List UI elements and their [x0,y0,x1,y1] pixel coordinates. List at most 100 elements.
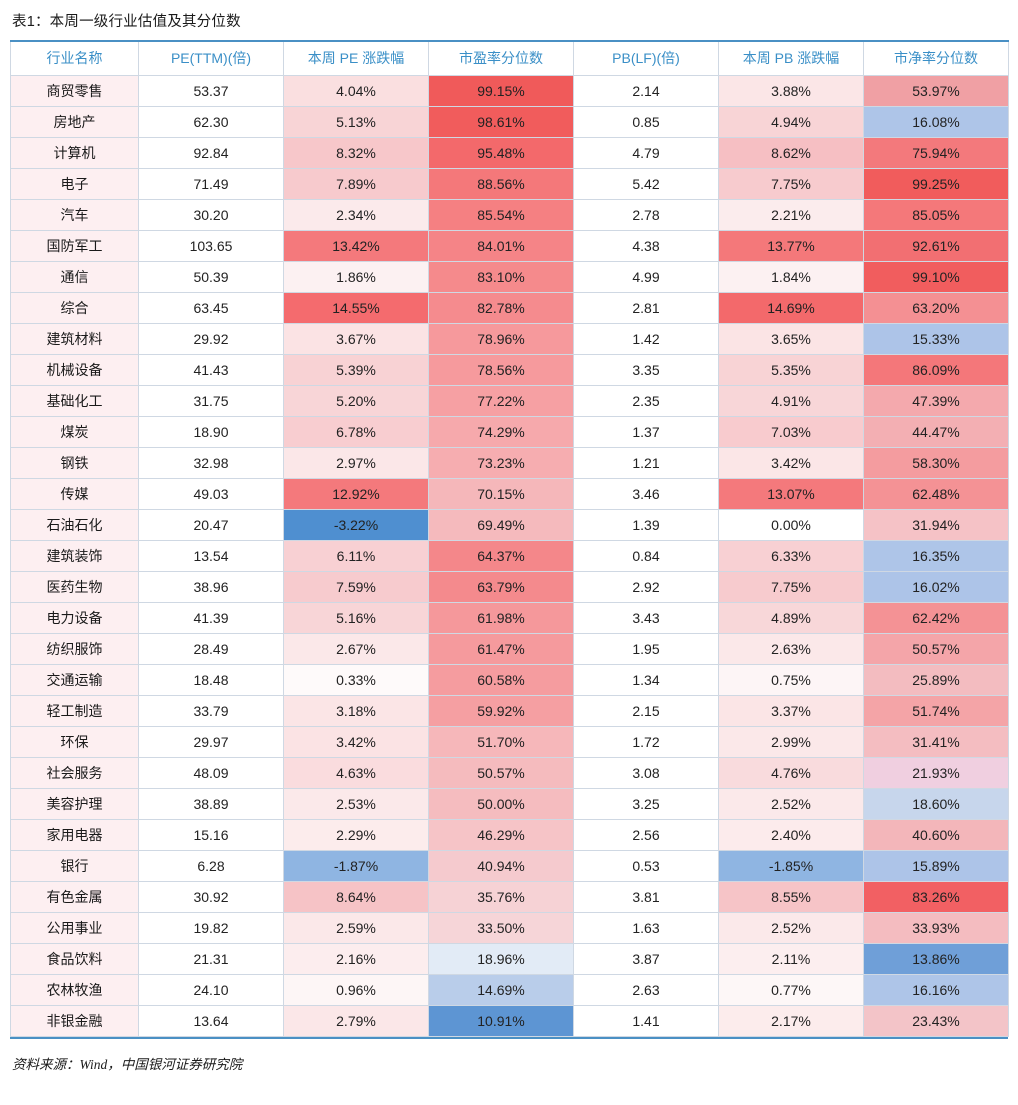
cell-pe-percentile: 99.15% [428,74,574,107]
cell-industry-name: 机械设备 [10,353,139,386]
cell-pb: 1.72 [573,725,719,758]
cell-pe-change: -1.87% [283,849,429,882]
cell-pe-percentile: 73.23% [428,446,574,479]
table-row: 钢铁 32.98 2.97% 73.23% 1.21 3.42% 58.30% [10,446,1009,479]
cell-pb-percentile: 15.33% [863,322,1009,355]
cell-pb: 2.63 [573,973,719,1006]
cell-pb: 2.15 [573,694,719,727]
cell-industry-name: 社会服务 [10,756,139,789]
cell-pb: 0.53 [573,849,719,882]
cell-pe-change: 5.20% [283,384,429,417]
cell-pb-change: 2.11% [718,942,864,975]
cell-industry-name: 环保 [10,725,139,758]
cell-industry-name: 食品饮料 [10,942,139,975]
cell-pe: 18.90 [138,415,284,448]
cell-pe-change: 5.13% [283,105,429,138]
cell-pb: 1.39 [573,508,719,541]
cell-pb: 1.95 [573,632,719,665]
cell-pb-percentile: 31.41% [863,725,1009,758]
cell-pb-change: 4.91% [718,384,864,417]
cell-pe: 21.31 [138,942,284,975]
cell-pb: 3.87 [573,942,719,975]
cell-pe: 18.48 [138,663,284,696]
table-row: 煤炭 18.90 6.78% 74.29% 1.37 7.03% 44.47% [10,415,1009,448]
cell-industry-name: 石油石化 [10,508,139,541]
cell-pe-percentile: 50.00% [428,787,574,820]
cell-pe-change: 3.18% [283,694,429,727]
table-row: 通信 50.39 1.86% 83.10% 4.99 1.84% 99.10% [10,260,1009,293]
cell-industry-name: 纺织服饰 [10,632,139,665]
cell-pe-percentile: 18.96% [428,942,574,975]
cell-pb-percentile: 99.10% [863,260,1009,293]
cell-pe-change: 2.97% [283,446,429,479]
cell-pb-percentile: 85.05% [863,198,1009,231]
cell-pe-percentile: 98.61% [428,105,574,138]
cell-pb-percentile: 16.16% [863,973,1009,1006]
cell-pe-change: 3.42% [283,725,429,758]
column-header-pb-percentile: 市净率分位数 [863,40,1009,76]
cell-pe-percentile: 88.56% [428,167,574,200]
cell-industry-name: 计算机 [10,136,139,169]
cell-pb-change: 3.88% [718,74,864,107]
cell-pe: 38.89 [138,787,284,820]
cell-industry-name: 钢铁 [10,446,139,479]
cell-pe-percentile: 83.10% [428,260,574,293]
cell-industry-name: 通信 [10,260,139,293]
cell-pb: 3.08 [573,756,719,789]
cell-pe: 48.09 [138,756,284,789]
cell-pb-percentile: 33.93% [863,911,1009,944]
cell-pe-change: 14.55% [283,291,429,324]
cell-pe-change: 2.79% [283,1004,429,1037]
table-row: 汽车 30.20 2.34% 85.54% 2.78 2.21% 85.05% [10,198,1009,231]
table-row: 美容护理 38.89 2.53% 50.00% 3.25 2.52% 18.60% [10,787,1009,820]
cell-pb-change: 3.65% [718,322,864,355]
cell-pb-percentile: 15.89% [863,849,1009,882]
table-row: 社会服务 48.09 4.63% 50.57% 3.08 4.76% 21.93% [10,756,1009,789]
cell-pb: 1.34 [573,663,719,696]
cell-pe-percentile: 50.57% [428,756,574,789]
table-row: 交通运输 18.48 0.33% 60.58% 1.34 0.75% 25.89% [10,663,1009,696]
cell-industry-name: 轻工制造 [10,694,139,727]
table-row: 房地产 62.30 5.13% 98.61% 0.85 4.94% 16.08% [10,105,1009,138]
cell-pe: 30.92 [138,880,284,913]
cell-pe-percentile: 59.92% [428,694,574,727]
table-row: 农林牧渔 24.10 0.96% 14.69% 2.63 0.77% 16.16% [10,973,1009,1006]
cell-pe: 31.75 [138,384,284,417]
header-row: 行业名称 PE(TTM)(倍) 本周 PE 涨跌幅 市盈率分位数 PB(LF)(… [10,40,1009,76]
cell-industry-name: 电力设备 [10,601,139,634]
cell-pb-change: 8.55% [718,880,864,913]
table-row: 环保 29.97 3.42% 51.70% 1.72 2.99% 31.41% [10,725,1009,758]
column-header-pe: PE(TTM)(倍) [138,40,284,76]
cell-industry-name: 综合 [10,291,139,324]
cell-industry-name: 交通运输 [10,663,139,696]
cell-pe: 49.03 [138,477,284,510]
table-row: 家用电器 15.16 2.29% 46.29% 2.56 2.40% 40.60% [10,818,1009,851]
cell-pe-change: 7.59% [283,570,429,603]
table-row: 银行 6.28 -1.87% 40.94% 0.53 -1.85% 15.89% [10,849,1009,882]
cell-pb-change: 2.52% [718,787,864,820]
cell-pb-change: 7.03% [718,415,864,448]
cell-pb-change: 2.17% [718,1004,864,1037]
cell-pe-change: 2.29% [283,818,429,851]
cell-pb-percentile: 63.20% [863,291,1009,324]
table-row: 计算机 92.84 8.32% 95.48% 4.79 8.62% 75.94% [10,136,1009,169]
column-header-pb: PB(LF)(倍) [573,40,719,76]
cell-pe-percentile: 63.79% [428,570,574,603]
cell-pe-percentile: 78.56% [428,353,574,386]
cell-pb: 0.84 [573,539,719,572]
cell-pb: 1.41 [573,1004,719,1037]
cell-pe: 29.92 [138,322,284,355]
cell-pb-change: 2.99% [718,725,864,758]
cell-pb: 2.81 [573,291,719,324]
cell-pb-change: 7.75% [718,167,864,200]
cell-pe-change: 5.39% [283,353,429,386]
cell-industry-name: 公用事业 [10,911,139,944]
cell-pe-change: 13.42% [283,229,429,262]
table-row: 电力设备 41.39 5.16% 61.98% 3.43 4.89% 62.42% [10,601,1009,634]
cell-pb-change: 4.89% [718,601,864,634]
cell-pb: 3.25 [573,787,719,820]
cell-pe-percentile: 61.47% [428,632,574,665]
cell-pb-change: 6.33% [718,539,864,572]
cell-industry-name: 传媒 [10,477,139,510]
cell-pe: 13.54 [138,539,284,572]
